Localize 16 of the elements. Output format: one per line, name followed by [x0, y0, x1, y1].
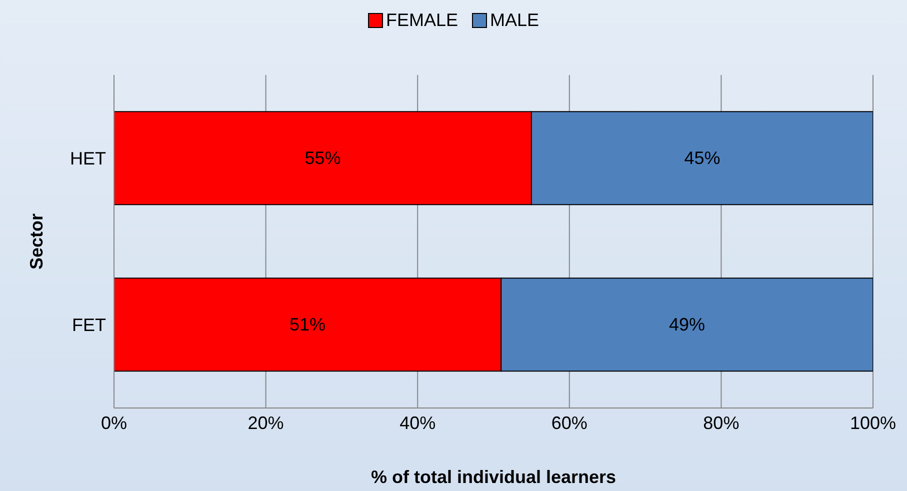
x-tick-label: 60% — [551, 412, 588, 433]
data-label: 49% — [669, 314, 706, 335]
data-label: 51% — [290, 314, 326, 335]
data-label: 45% — [684, 148, 720, 168]
y-tick-label: FET — [72, 315, 106, 336]
x-tick-label: 100% — [850, 412, 896, 433]
x-tick-label: 40% — [400, 412, 436, 433]
x-axis-title: % of total individual learners — [370, 467, 616, 487]
legend-label: FEMALE — [386, 10, 458, 31]
x-tick-label: 80% — [703, 412, 740, 433]
data-label: 55% — [304, 148, 341, 168]
x-tick-label: 20% — [248, 412, 284, 433]
y-axis-title: Sector — [26, 213, 46, 270]
x-tick-label: 0% — [100, 412, 128, 433]
y-tick-label: HET — [70, 148, 106, 169]
legend-label: MALE — [490, 10, 540, 31]
